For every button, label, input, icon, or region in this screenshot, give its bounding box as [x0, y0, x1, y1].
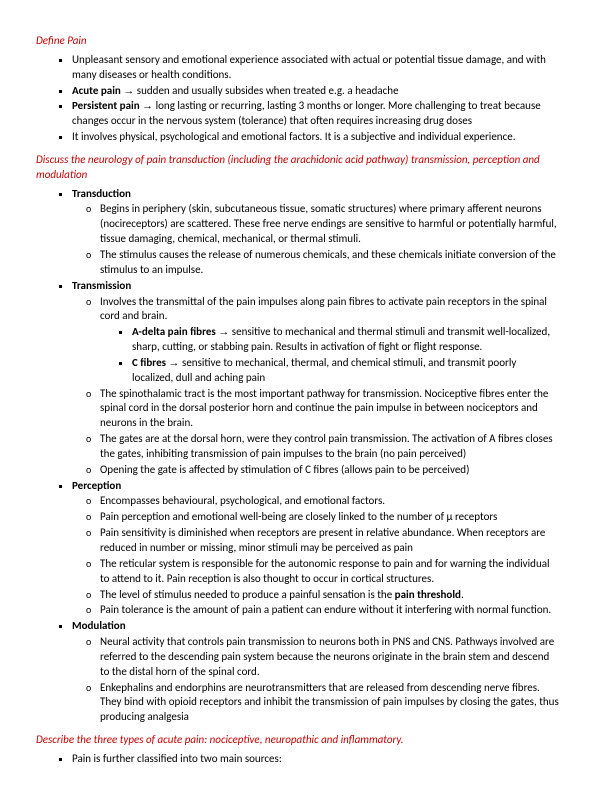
text: .	[461, 588, 464, 601]
text: The level of stimulus needed to produce …	[100, 588, 395, 601]
heading-acute-pain-types: Describe the three types of acute pain: …	[36, 733, 559, 748]
sublist: Involves the transmittal of the pain imp…	[72, 295, 559, 478]
term-a-delta-fibres: A-delta pain fibres	[132, 325, 216, 338]
list-item: Begins in periphery (skin, subcutaneous …	[100, 202, 559, 247]
term-persistent-pain: Persistent pain	[72, 99, 140, 112]
list-item: The gates are at the dorsal horn, were t…	[100, 432, 559, 462]
list-item: Opening the gate is affected by stimulat…	[100, 463, 559, 478]
sub-sublist: A-delta pain fibres → sensitive to mecha…	[100, 325, 559, 385]
list-item: Enkephalins and endorphins are neurotran…	[100, 681, 559, 726]
term-acute-pain: Acute pain	[72, 84, 121, 97]
list-item: Acute pain → sudden and usually subsides…	[72, 84, 559, 99]
list-item: A-delta pain fibres → sensitive to mecha…	[132, 325, 559, 355]
term-modulation: Modulation	[72, 619, 126, 632]
text: sudden and usually subsides when treated…	[134, 84, 398, 97]
list-item-modulation: Modulation Neural activity that controls…	[72, 619, 559, 725]
term-pain-threshold: pain threshold	[395, 588, 461, 601]
arrow-icon: →	[142, 100, 153, 112]
list-item: Pain sensitivity is diminished when rece…	[100, 526, 559, 556]
heading-define-pain: Define Pain	[36, 34, 559, 49]
list-item: Neural activity that controls pain trans…	[100, 635, 559, 680]
arrow-icon: →	[123, 85, 134, 97]
list-acute-pain-types: Pain is further classified into two main…	[36, 752, 559, 767]
list-item: The stimulus causes the release of numer…	[100, 248, 559, 278]
list-item: C fibres → sensitive to mechanical, ther…	[132, 356, 559, 386]
sublist: Encompasses behavioural, psychological, …	[72, 494, 559, 618]
list-item: Involves the transmittal of the pain imp…	[100, 295, 559, 386]
list-item: Encompasses behavioural, psychological, …	[100, 494, 559, 509]
arrow-icon: →	[169, 357, 180, 369]
list-item: Pain is further classified into two main…	[72, 752, 559, 767]
list-item-transduction: Transduction Begins in periphery (skin, …	[72, 187, 559, 278]
heading-neurology: Discuss the neurology of pain transducti…	[36, 153, 559, 183]
list-item: Pain perception and emotional well-being…	[100, 510, 559, 525]
list-neurology: Transduction Begins in periphery (skin, …	[36, 187, 559, 726]
list-item: The level of stimulus needed to produce …	[100, 588, 559, 603]
sublist: Begins in periphery (skin, subcutaneous …	[72, 202, 559, 277]
list-item: Unpleasant sensory and emotional experie…	[72, 53, 559, 83]
term-transmission: Transmission	[72, 279, 131, 292]
list-item-transmission: Transmission Involves the transmittal of…	[72, 279, 559, 478]
term-transduction: Transduction	[72, 187, 131, 200]
list-item: The spinothalamic tract is the most impo…	[100, 387, 559, 432]
list-item: Pain tolerance is the amount of pain a p…	[100, 603, 559, 618]
text: sensitive to mechanical, thermal, and ch…	[132, 356, 516, 384]
sublist: Neural activity that controls pain trans…	[72, 635, 559, 725]
list-item-perception: Perception Encompasses behavioural, psyc…	[72, 479, 559, 619]
list-item: It involves physical, psychological and …	[72, 130, 559, 145]
list-item: The reticular system is responsible for …	[100, 557, 559, 587]
list-define-pain: Unpleasant sensory and emotional experie…	[36, 53, 559, 145]
term-c-fibres: C fibres	[132, 356, 166, 369]
text: Involves the transmittal of the pain imp…	[100, 295, 547, 323]
term-perception: Perception	[72, 479, 121, 492]
arrow-icon: →	[218, 326, 229, 338]
list-item: Persistent pain → long lasting or recurr…	[72, 99, 559, 129]
